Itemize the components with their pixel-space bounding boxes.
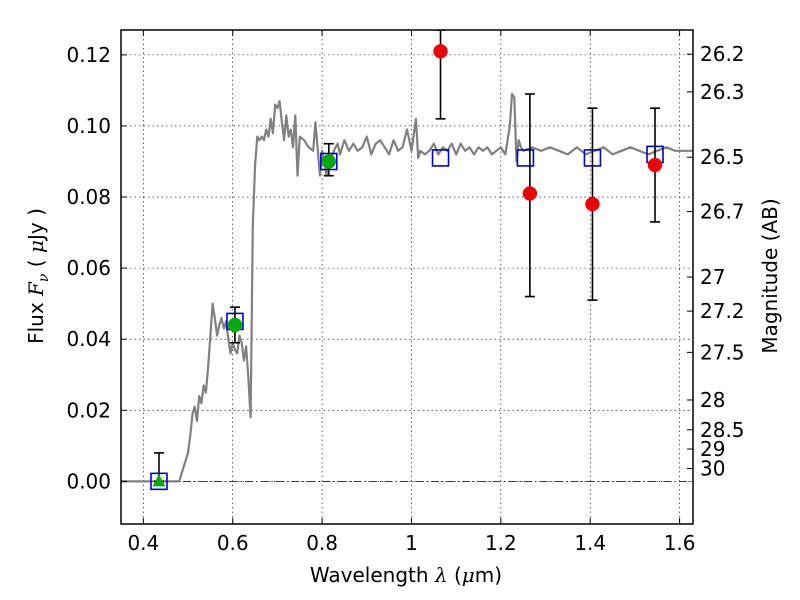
model-photometry-square xyxy=(516,149,535,167)
x-tick-label: 1.2 xyxy=(485,531,517,555)
y-tick-label: 0.10 xyxy=(66,114,111,138)
detections-nir-point xyxy=(585,196,600,212)
error-bar xyxy=(435,30,446,120)
magnitude-tick-label: 27 xyxy=(700,265,725,289)
y-tick-label: 0.04 xyxy=(66,327,111,351)
detections-optical-point xyxy=(321,154,337,169)
detections-optical-point xyxy=(227,317,243,333)
magnitude-tick-label: 26.5 xyxy=(700,145,745,169)
magnitude-tick-label: 30 xyxy=(700,457,725,481)
magnitude-tick-label: 26.2 xyxy=(700,42,745,66)
magnitude-tick-label: 28.5 xyxy=(700,418,745,442)
y-tick-label: 0.02 xyxy=(66,398,111,422)
x-tick-label: 0.6 xyxy=(217,531,249,555)
y-tick-label: 0.08 xyxy=(66,185,111,209)
y-tick-label: 0.06 xyxy=(66,256,111,280)
x-tick-label: 1.4 xyxy=(574,531,606,555)
magnitude-tick-label: 27.2 xyxy=(700,299,745,323)
magnitude-tick-label: 26.3 xyxy=(700,80,745,104)
axis-ticks xyxy=(121,30,693,524)
y-tick-label: 0.12 xyxy=(66,43,111,67)
detections-nir-point xyxy=(433,44,448,59)
x-tick-label: 1 xyxy=(405,531,418,555)
right-axis-title: Magnitude (AB) xyxy=(758,198,782,353)
x-tick-label: 1.6 xyxy=(664,531,696,555)
x-tick-label: 0.4 xyxy=(127,531,159,555)
y-tick-label: 0.00 xyxy=(66,469,111,493)
model-photometry-square xyxy=(431,149,450,167)
plot-frame xyxy=(120,29,694,525)
magnitude-tick-label: 28 xyxy=(700,388,725,412)
detections-nir-point xyxy=(647,157,663,173)
detections-nir-point xyxy=(522,186,538,201)
grid-lines xyxy=(121,30,693,524)
y-axis-title: Flux Fν ( μJy ) xyxy=(24,208,52,344)
upper-limit-optical-marker xyxy=(152,474,166,487)
magnitude-tick-label: 27.5 xyxy=(700,340,745,364)
x-tick-label: 0.8 xyxy=(306,531,338,555)
axis-tick-labels: 0.4 0.6 0.8 1 1.2 1.4 1.6 0.00 0.02 0.04 0.06 0.08 0… xyxy=(66,42,744,555)
data-layer xyxy=(121,30,693,491)
magnitude-tick-label: 26.7 xyxy=(700,200,745,224)
spectrum-line xyxy=(121,92,693,483)
x-axis-title: Wavelength λ (μm) xyxy=(310,563,502,587)
magnitude-tick-label: 29 xyxy=(700,437,725,461)
